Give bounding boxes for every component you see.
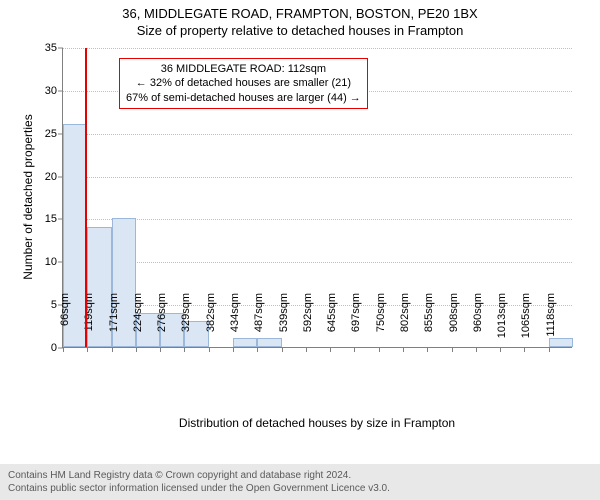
x-tick-label: 276sqm (156, 293, 168, 353)
x-tick-label: 171sqm (108, 293, 120, 353)
x-tick-label: 592sqm (302, 293, 314, 353)
gridline (63, 219, 572, 220)
annotation-line-1: 36 MIDDLEGATE ROAD: 112sqm (126, 62, 361, 76)
x-tick-label: 855sqm (423, 293, 435, 353)
gridline (63, 48, 572, 49)
x-tick-label: 802sqm (399, 293, 411, 353)
annotation-line-2: ← 32% of detached houses are smaller (21… (126, 76, 361, 90)
y-tick-label: 25 (45, 128, 63, 140)
footer-line-2: Contains public sector information licen… (8, 482, 592, 495)
x-tick-label: 66sqm (59, 293, 71, 353)
gridline (63, 134, 572, 135)
chart-area: Number of detached properties 0510152025… (0, 40, 600, 440)
x-tick-label: 329sqm (180, 293, 192, 353)
x-tick-label: 224sqm (132, 293, 144, 353)
x-tick-label: 434sqm (229, 293, 241, 353)
y-tick-label: 15 (45, 213, 63, 225)
x-tick-label: 1118sqm (545, 293, 557, 353)
annotation-box: 36 MIDDLEGATE ROAD: 112sqm← 32% of detac… (119, 58, 368, 109)
x-tick-label: 697sqm (350, 293, 362, 353)
property-marker-line (85, 48, 87, 347)
y-tick-label: 35 (45, 42, 63, 54)
plot-area: 0510152025303566sqm119sqm171sqm224sqm276… (62, 48, 572, 348)
y-tick-label: 20 (45, 171, 63, 183)
chart-subtitle: Size of property relative to detached ho… (0, 23, 600, 40)
y-axis-label: Number of detached properties (21, 97, 35, 297)
x-tick-label: 382sqm (205, 293, 217, 353)
y-tick-label: 30 (45, 85, 63, 97)
y-tick-label: 10 (45, 256, 63, 268)
annotation-line-3: 67% of semi-detached houses are larger (… (126, 91, 361, 105)
x-tick-label: 645sqm (326, 293, 338, 353)
gridline (63, 177, 572, 178)
x-tick-label: 487sqm (253, 293, 265, 353)
x-tick-label: 750sqm (375, 293, 387, 353)
x-tick-label: 539sqm (278, 293, 290, 353)
footer-attribution: Contains HM Land Registry data © Crown c… (0, 464, 600, 500)
x-tick-label: 1013sqm (496, 293, 508, 353)
x-tick-label: 908sqm (448, 293, 460, 353)
footer-line-1: Contains HM Land Registry data © Crown c… (8, 469, 592, 482)
chart-figure: 36, MIDDLEGATE ROAD, FRAMPTON, BOSTON, P… (0, 0, 600, 500)
x-tick-label: 960sqm (472, 293, 484, 353)
x-axis-label: Distribution of detached houses by size … (62, 416, 572, 430)
gridline (63, 262, 572, 263)
chart-title: 36, MIDDLEGATE ROAD, FRAMPTON, BOSTON, P… (0, 0, 600, 23)
x-tick-label: 1065sqm (520, 293, 532, 353)
